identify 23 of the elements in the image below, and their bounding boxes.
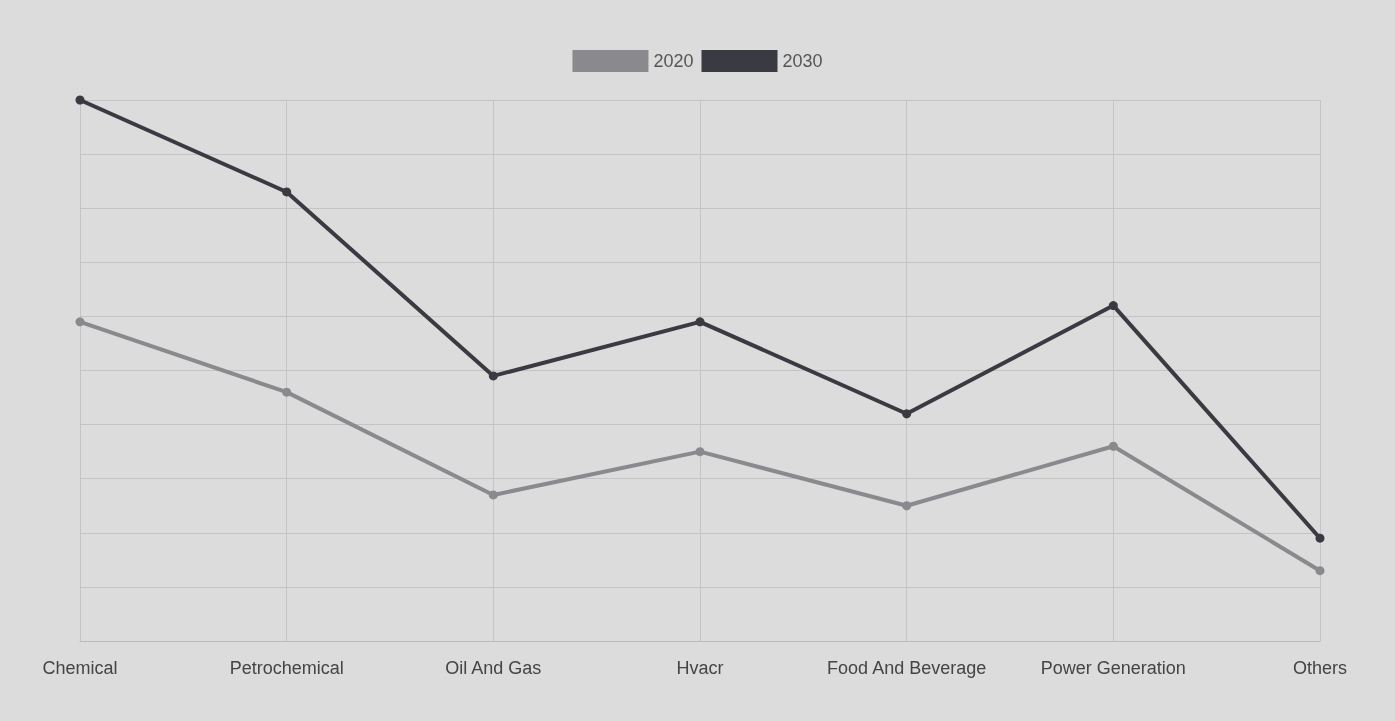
x-tick-label: Hvacr [676, 658, 724, 678]
point [1108, 441, 1118, 451]
point [75, 95, 85, 105]
point [282, 387, 292, 397]
legend-label: 2030 [782, 51, 823, 71]
point [75, 317, 85, 327]
point [488, 490, 498, 500]
point [1315, 533, 1325, 543]
legend-label: 2020 [653, 51, 694, 71]
point [282, 187, 292, 197]
point [695, 317, 705, 327]
x-tick-label: Petrochemical [229, 658, 344, 678]
x-tick-label: Power Generation [1040, 658, 1186, 678]
x-tick-label: Chemical [42, 658, 118, 678]
point [1315, 566, 1325, 576]
point [902, 501, 912, 511]
point [695, 447, 705, 457]
point [1108, 301, 1118, 311]
x-tick-label: Food And Beverage [827, 658, 987, 678]
x-tick-label: Oil And Gas [445, 658, 542, 678]
point [902, 409, 912, 419]
point [488, 371, 498, 381]
x-tick-label: Others [1292, 658, 1348, 678]
